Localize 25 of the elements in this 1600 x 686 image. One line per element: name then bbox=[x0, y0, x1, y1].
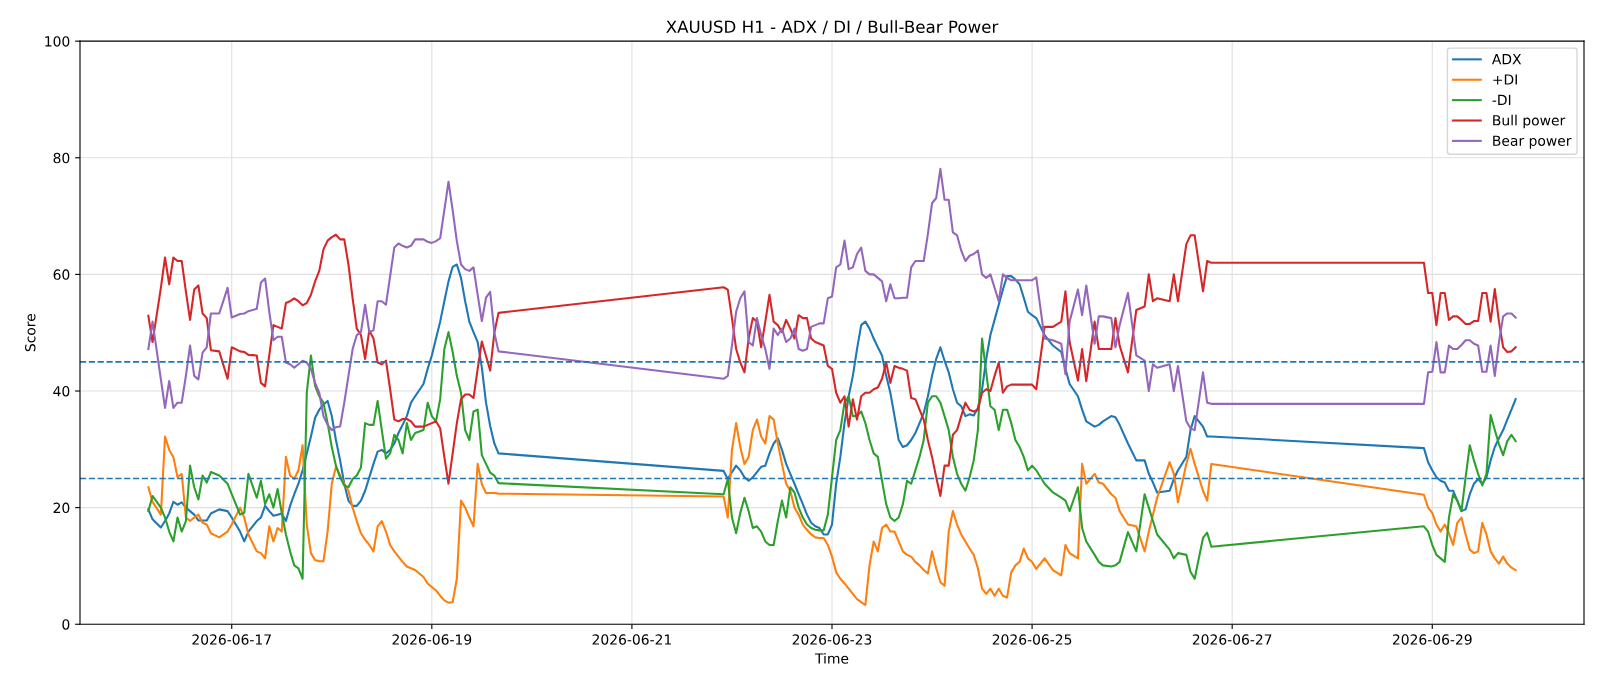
x-tick-label: 2026-06-17 bbox=[192, 634, 271, 645]
legend-label: Bull power bbox=[1493, 114, 1566, 129]
x-axis-title: Time bbox=[814, 652, 849, 664]
legend-label: +DI bbox=[1493, 74, 1517, 85]
y-tick-label: 20 bbox=[53, 502, 70, 514]
y-tick-label: 80 bbox=[53, 152, 70, 164]
x-tick-label: 2026-06-21 bbox=[592, 634, 671, 645]
line-series bbox=[147, 331, 1517, 580]
x-tick-label: 2026-06-23 bbox=[792, 634, 872, 645]
legend-label: Bear power bbox=[1493, 135, 1572, 149]
x-tick-label: 2026-06-19 bbox=[392, 634, 472, 645]
y-tick-label: 60 bbox=[53, 269, 70, 280]
y-axis-title: Score bbox=[25, 314, 36, 352]
line-series bbox=[147, 415, 1517, 607]
y-tick-label: 0 bbox=[62, 619, 70, 630]
line-series bbox=[147, 167, 1517, 432]
y-tick-label: 40 bbox=[53, 385, 70, 397]
x-tick-label: 2026-06-27 bbox=[1192, 634, 1272, 645]
legend-label: ADX bbox=[1491, 54, 1522, 65]
chart-title: XAUUSD H1 - ADX / DI / Bull-Bear Power bbox=[666, 20, 999, 35]
y-tick-label: 100 bbox=[45, 36, 70, 47]
x-tick-label: 2026-06-25 bbox=[992, 634, 1072, 645]
line-series bbox=[147, 233, 1517, 498]
legend-label: -DI bbox=[1492, 94, 1511, 105]
x-tick-label: 2026-06-29 bbox=[1392, 634, 1472, 645]
